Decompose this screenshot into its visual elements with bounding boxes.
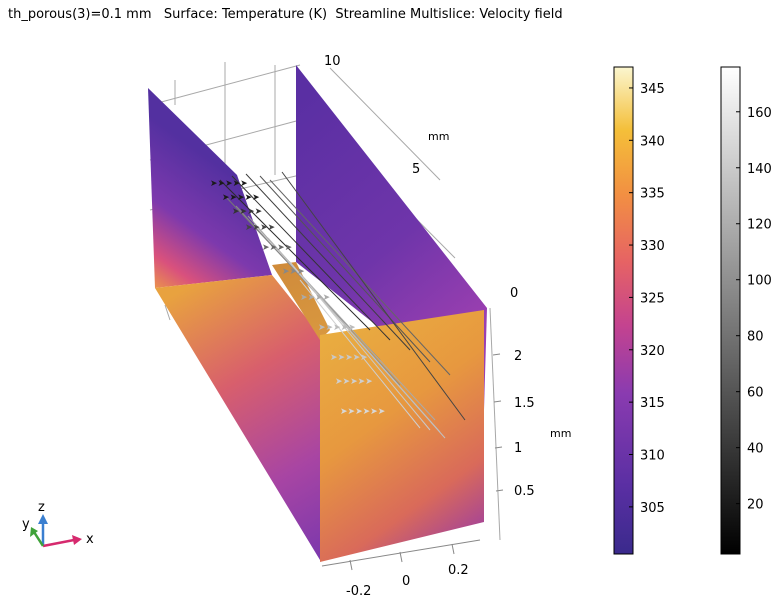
x-axis: -0.2 0 0.2 — [321, 539, 481, 599]
left-wall — [148, 88, 320, 560]
temperature-colorbar: 305 310 315 320 325 330 335 340 345 — [613, 66, 665, 555]
temperature-colorbar-tick-label: 345 — [640, 82, 665, 97]
y-axis-unit: mm — [428, 130, 449, 143]
svg-text:➤➤➤➤: ➤➤➤➤ — [232, 207, 263, 217]
z-tick-label: 0.5 — [514, 484, 535, 499]
plot-title: th_porous(3)=0.1 mm Surface: Temperature… — [8, 7, 563, 22]
velocity-colorbar: 20 40 60 80 100 120 140 160 — [720, 66, 772, 555]
velocity-colorbar-ticks: 20 40 60 80 100 120 140 160 — [736, 106, 772, 513]
y-axis: 10 5 0 mm — [324, 54, 518, 301]
svg-text:➤➤➤➤➤: ➤➤➤➤➤ — [210, 179, 248, 189]
svg-text:➤➤➤➤➤: ➤➤➤➤➤ — [222, 193, 260, 203]
y-tick-label: 5 — [412, 162, 420, 177]
z-axis: 2 1.5 1 0.5 mm — [492, 349, 571, 499]
velocity-arrows: ➤➤➤➤➤ ➤➤➤➤➤ ➤➤➤➤ ➤➤➤➤ ➤➤➤➤ ➤➤➤ ➤➤➤➤ ➤➤➤➤… — [210, 179, 386, 417]
z-tick-label: 1.5 — [514, 396, 535, 411]
x-tick-label: 0.2 — [448, 563, 469, 578]
temperature-colorbar-tick-label: 320 — [640, 344, 665, 359]
svg-text:➤➤➤➤➤➤: ➤➤➤➤➤➤ — [340, 407, 386, 417]
svg-text:➤➤➤➤: ➤➤➤➤ — [245, 223, 276, 233]
z-tick-label: 2 — [514, 349, 522, 364]
velocity-colorbar-tick-label: 20 — [747, 498, 764, 513]
temperature-colorbar-tick-label: 325 — [640, 291, 665, 306]
z-tick-label: 1 — [514, 441, 522, 456]
temperature-colorbar-tick-label: 315 — [640, 396, 665, 411]
velocity-colorbar-tick-label: 120 — [747, 218, 772, 233]
velocity-colorbar-tick-label: 140 — [747, 162, 772, 177]
svg-text:➤➤➤: ➤➤➤ — [282, 267, 305, 277]
y-tick-label: 0 — [510, 286, 518, 301]
svg-text:➤➤➤➤: ➤➤➤➤ — [300, 293, 331, 303]
temperature-colorbar-tick-label: 305 — [640, 501, 665, 516]
x-tick-label: 0 — [402, 574, 410, 589]
svg-text:➤➤➤➤➤: ➤➤➤➤➤ — [318, 323, 356, 333]
channel-floor — [272, 262, 330, 340]
y-tick-label: 10 — [324, 54, 341, 69]
velocity-colorbar-tick-label: 40 — [747, 442, 764, 457]
temperature-colorbar-tick-label: 330 — [640, 239, 665, 254]
svg-text:➤➤➤➤➤: ➤➤➤➤➤ — [330, 353, 368, 363]
velocity-colorbar-tick-label: 80 — [747, 330, 764, 345]
triad-y-label: y — [22, 517, 30, 532]
velocity-streamlines — [219, 171, 466, 439]
z-axis-unit: mm — [550, 427, 571, 440]
triad-z-label: z — [38, 500, 45, 515]
temperature-colorbar-ticks: 305 310 315 320 325 330 335 340 345 — [629, 82, 665, 516]
axis-triad: z x y — [22, 500, 94, 548]
velocity-colorbar-tick-label: 60 — [747, 386, 764, 401]
temperature-colorbar-tick-label: 335 — [640, 187, 665, 202]
triad-x-label: x — [86, 532, 94, 547]
temperature-colorbar-tick-label: 310 — [640, 449, 665, 464]
velocity-colorbar-tick-label: 100 — [747, 274, 772, 289]
front-wall — [320, 310, 484, 562]
velocity-colorbar-tick-label: 160 — [747, 106, 772, 121]
svg-text:➤➤➤➤➤: ➤➤➤➤➤ — [335, 377, 373, 387]
temperature-colorbar-tick-label: 340 — [640, 134, 665, 149]
svg-text:➤➤➤➤: ➤➤➤➤ — [262, 243, 293, 253]
x-tick-label: -0.2 — [346, 584, 371, 599]
